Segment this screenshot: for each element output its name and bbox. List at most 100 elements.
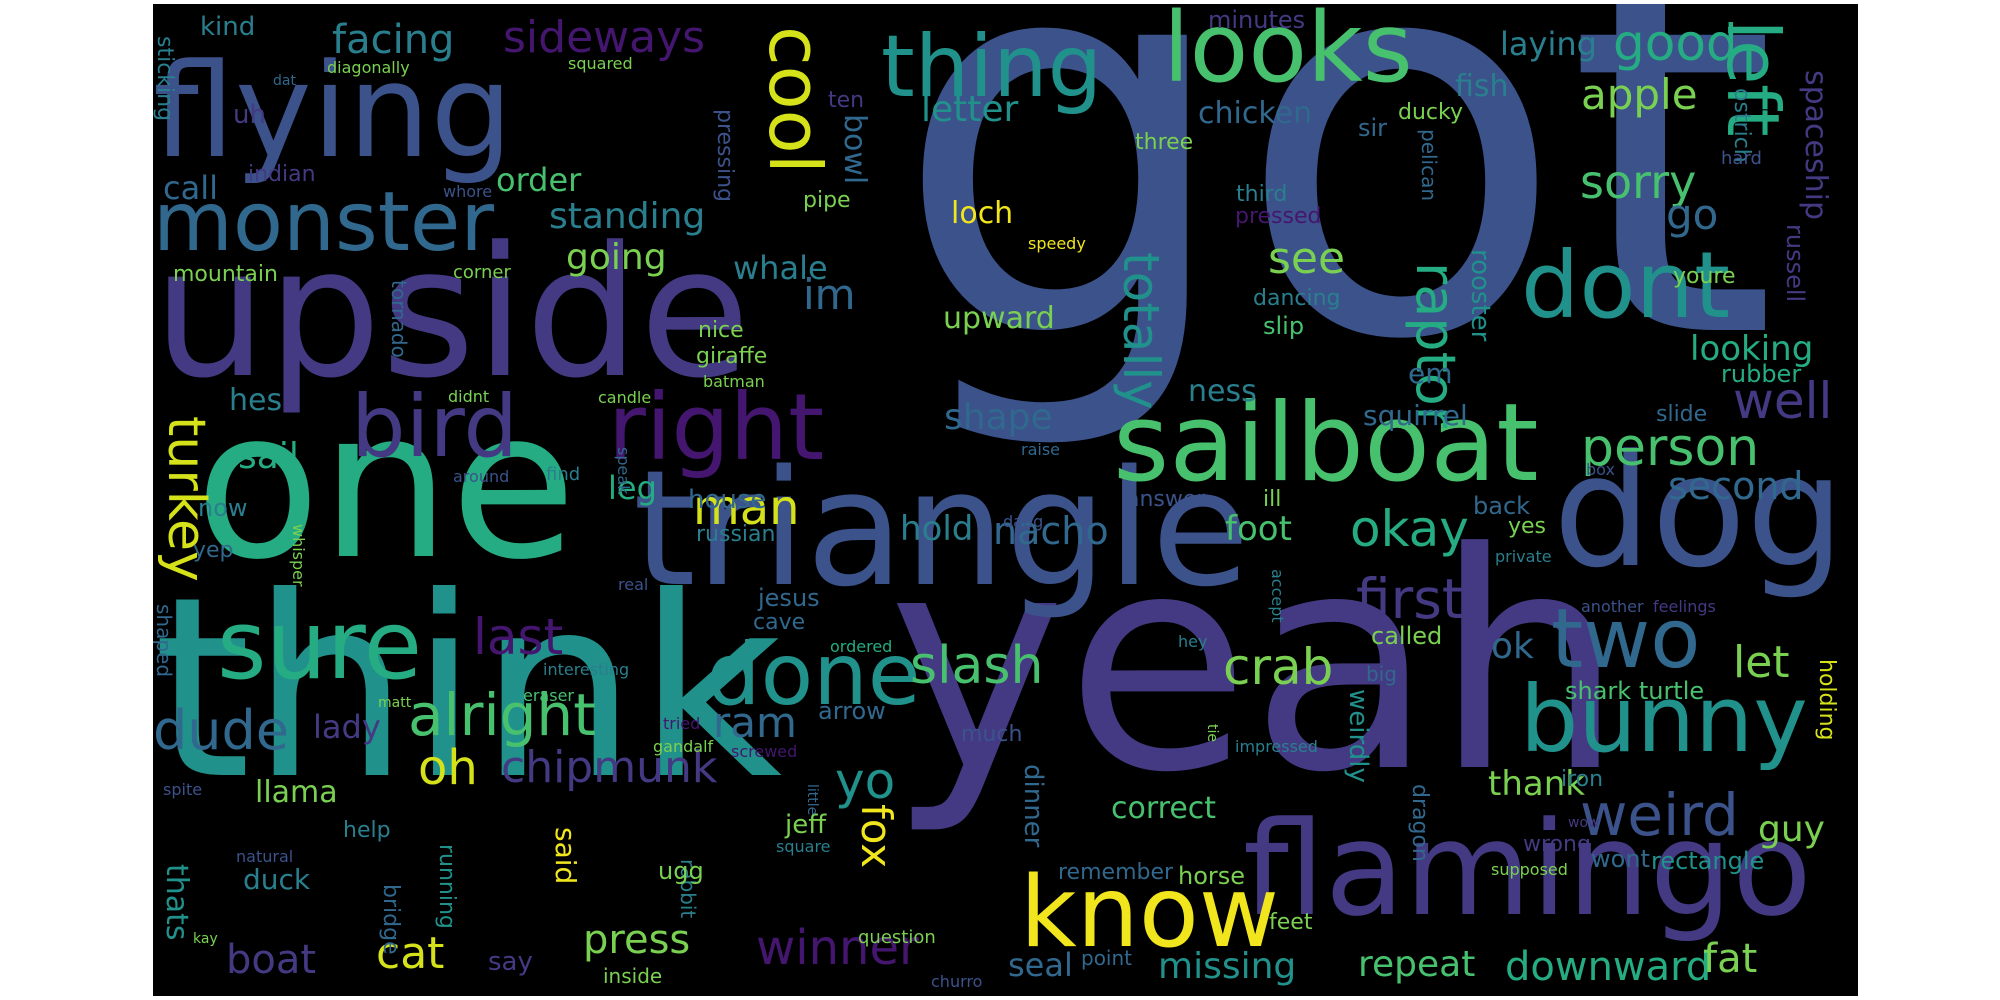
word-shark-turtle: shark turtle (1565, 677, 1705, 705)
word-know: know (1020, 856, 1279, 970)
word-well: well (1733, 372, 1833, 430)
word-leg: leg (608, 469, 657, 507)
word-nice: nice (698, 318, 744, 343)
word-repeat: repeat (1358, 944, 1476, 985)
word-flamingo: flamingo (1243, 793, 1812, 945)
word-dude: dude (153, 699, 290, 762)
word-ostrich: ostrich (1729, 88, 1754, 163)
word-done: done (706, 625, 921, 725)
word-rooster: rooster (1465, 249, 1495, 342)
word-square: square (776, 837, 831, 856)
word-upward: upward (943, 301, 1055, 336)
word-cat: cat (376, 928, 445, 979)
word-yo: yo (835, 752, 896, 810)
word-weirdly: weirdly (1343, 689, 1373, 783)
word-lady: lady (313, 708, 381, 746)
word-letter: letter (921, 89, 1019, 130)
word-wow: wow (1568, 815, 1600, 831)
word-missing: missing (1158, 946, 1297, 987)
word-sorry: sorry (1580, 155, 1697, 209)
word-whale: whale (733, 249, 828, 287)
word-diamond: diamond (1123, 669, 1229, 697)
word-alright: alright (408, 681, 596, 749)
word-slash: slash (910, 636, 1044, 696)
word-didnt: didnt (448, 387, 490, 406)
word-foot: foot (1225, 509, 1292, 549)
word-slip: slip (1263, 312, 1305, 340)
word-cave: cave (753, 610, 806, 635)
word-hes: hes (229, 383, 283, 418)
word-ten: ten (828, 88, 865, 113)
word-duck: duck (243, 863, 311, 896)
word-hey: hey (1178, 632, 1208, 651)
word-dragon: dragon (1407, 784, 1432, 862)
word-let: let (1733, 637, 1790, 688)
word-back: back (1473, 492, 1531, 520)
word-upside: upside (153, 209, 751, 418)
word-dancing: dancing (1253, 286, 1341, 311)
word-another: another (1581, 597, 1644, 616)
word-yeah: yeah (888, 489, 1625, 838)
word-sideways: sideways (503, 12, 706, 63)
word-dang: dang (1003, 512, 1044, 531)
word-russell: russell (1781, 224, 1809, 303)
word-feelings: feelings (1653, 597, 1716, 616)
word-speedy: speedy (1028, 234, 1086, 253)
word-ducky: ducky (1398, 100, 1463, 125)
word-gandalf: gandalf (653, 737, 714, 756)
word-real: real (618, 575, 649, 594)
word-yes: yes (1508, 514, 1547, 539)
word-giraffe: giraffe (696, 344, 768, 369)
word-ugg: ugg (658, 857, 704, 885)
word-sticking: sticking (153, 36, 177, 122)
word-see: see (1268, 233, 1346, 284)
word-turkey: turkey (156, 416, 216, 582)
word-kay: kay (193, 931, 218, 947)
word-hold: hold (900, 509, 974, 549)
word-jeff: jeff (785, 810, 827, 840)
word-churro: churro (931, 972, 983, 991)
word-said: said (549, 827, 582, 885)
word-dinner: dinner (1018, 764, 1048, 848)
word-big: big (1366, 662, 1397, 686)
word-iron: iron (1561, 767, 1604, 792)
word-raise: raise (1021, 440, 1061, 459)
word-fox: fox (852, 804, 901, 869)
word-person: person (1581, 418, 1760, 478)
word-thats: thats (159, 864, 194, 941)
word-thing: thing (881, 17, 1103, 117)
word-flying: flying (153, 35, 513, 187)
word-tried: tried (663, 714, 701, 733)
word-guy: guy (1758, 809, 1825, 850)
word-chipmunk: chipmunk (501, 742, 718, 793)
word-apple: apple (1581, 70, 1698, 119)
word-around: around (453, 467, 510, 486)
word-pressed: pressed (1235, 204, 1322, 229)
word-mountain: mountain (173, 262, 278, 287)
word-find: find (546, 464, 581, 485)
word-monster: monster (153, 175, 495, 270)
word-laying: laying (1500, 25, 1597, 63)
word-chicken: chicken (1198, 96, 1313, 131)
word-youre: youre (1673, 264, 1736, 289)
word-im: im (803, 270, 856, 319)
word-ordered: ordered (830, 637, 893, 656)
word-shaped: shaped (153, 604, 176, 678)
word-three: three (1135, 130, 1194, 155)
word-left: left (1711, 20, 1795, 137)
word-uh: uh (233, 100, 266, 130)
word-second: second (1668, 464, 1804, 508)
word-right: right (608, 374, 825, 481)
word-third: third (1236, 182, 1288, 207)
word-squirrel: squirrel (1363, 399, 1468, 432)
word-raptor: raptor (1404, 262, 1467, 428)
word-think: think (153, 543, 783, 834)
word-pelican: pelican (1417, 129, 1441, 202)
word-crab: crab (1223, 638, 1334, 696)
word-order: order (496, 161, 582, 199)
word-bunny: bunny (1520, 666, 1808, 773)
word-tie: tie (1204, 724, 1220, 742)
word-dat: dat (273, 73, 296, 89)
word-facing: facing (332, 17, 455, 63)
word-minutes: minutes (1208, 6, 1306, 34)
